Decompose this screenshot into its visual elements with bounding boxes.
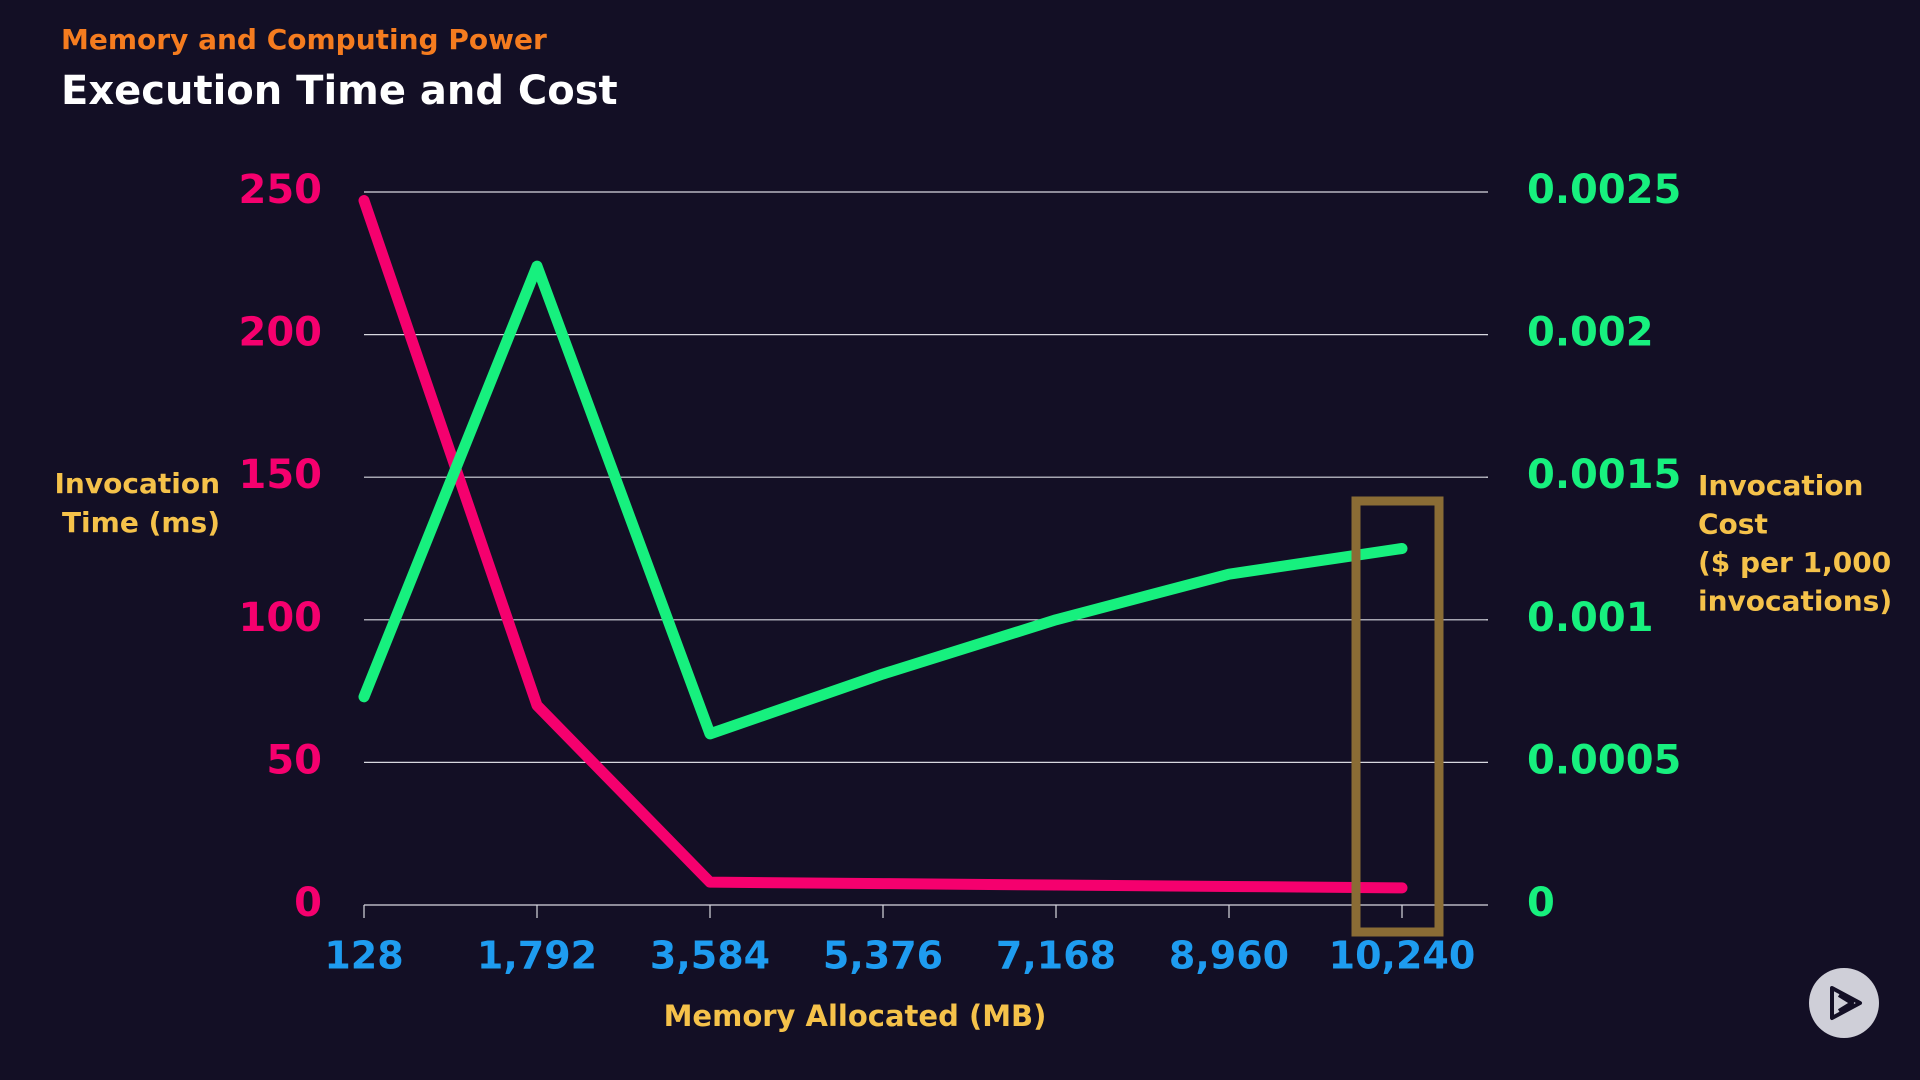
series-line: [358, 195, 1408, 894]
y2-tick-label: 0.001: [1527, 595, 1654, 641]
y-axis-title: Invocation: [55, 467, 220, 500]
series-line: [358, 260, 1408, 740]
x-tick-label: 128: [324, 934, 403, 978]
y2-tick-label: 0.002: [1527, 310, 1654, 356]
y-tick-label: 0: [294, 880, 322, 926]
y-tick-label: 250: [239, 167, 323, 213]
chart-title: Execution Time and Cost: [61, 68, 618, 114]
y-axis-title: Time (ms): [62, 506, 220, 539]
play-button[interactable]: [1809, 968, 1879, 1038]
play-icon[interactable]: [1830, 986, 1862, 1020]
x-tick-label: 3,584: [650, 934, 770, 978]
x-tick-label: 7,168: [996, 934, 1116, 978]
y2-axis-title: ($ per 1,000: [1698, 546, 1891, 579]
x-tick-label: 8,960: [1169, 934, 1289, 978]
y2-tick-label: 0: [1527, 880, 1555, 926]
y2-tick-label: 0.0015: [1527, 452, 1681, 498]
x-tick-label: 10,240: [1329, 934, 1476, 978]
y-tick-label: 150: [239, 452, 323, 498]
play-circle[interactable]: [1809, 968, 1879, 1038]
y2-tick-label: 0.0005: [1527, 737, 1681, 783]
y-tick-label: 200: [239, 310, 323, 356]
y-tick-label: 100: [239, 595, 323, 641]
y2-axis-title: invocations): [1698, 585, 1892, 618]
highlight-box: [1351, 496, 1444, 937]
x-axis-title: Memory Allocated (MB): [664, 999, 1047, 1033]
x-tick-label: 5,376: [823, 934, 943, 978]
y2-axis-title: Invocation: [1698, 469, 1863, 502]
y2-tick-label: 0.0025: [1527, 167, 1681, 213]
y-tick-label: 50: [266, 737, 322, 783]
header: Memory and Computing Power: [61, 23, 547, 56]
x-tick-label: 1,792: [477, 934, 597, 978]
y2-axis-title: Cost: [1698, 508, 1768, 541]
